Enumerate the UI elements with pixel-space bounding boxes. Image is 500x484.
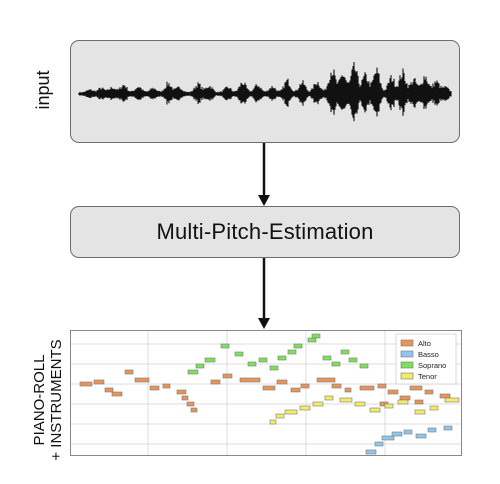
note-alto [377, 383, 387, 389]
note-basso [415, 433, 427, 439]
note-soprano [340, 349, 350, 355]
note-soprano [247, 361, 257, 367]
note-basso [443, 425, 453, 431]
arrow-down-icon [258, 258, 270, 329]
note-basso [365, 449, 377, 455]
legend-swatch-alto [400, 339, 414, 347]
note-tenor [275, 413, 285, 419]
note-soprano [204, 357, 216, 363]
piano-roll-chart: Alto Basso Soprano Tenor [70, 330, 462, 456]
note-alto [124, 369, 134, 375]
piano-roll-label-line2: + INSTRUMENTS [48, 339, 65, 461]
note-alto [344, 387, 352, 393]
note-tenor [369, 407, 381, 413]
note-alto [424, 389, 434, 395]
note-alto [387, 389, 399, 395]
note-soprano [311, 333, 321, 339]
legend-swatch-tenor [400, 372, 414, 380]
note-alto [134, 377, 150, 383]
note-alto [409, 385, 423, 391]
input-label: input [33, 70, 53, 110]
legend-label-alto: Alto [418, 339, 431, 348]
note-alto [162, 383, 171, 389]
note-soprano [258, 357, 268, 363]
note-tenor [397, 399, 409, 405]
note-alto [414, 399, 424, 405]
note-soprano [287, 349, 297, 355]
note-tenor [324, 395, 334, 401]
note-alto [210, 379, 221, 385]
note-alto [181, 395, 189, 401]
note-basso [374, 441, 384, 447]
note-alto [239, 377, 261, 383]
note-tenor [429, 405, 439, 411]
note-alto [111, 391, 123, 397]
waveform-trace [78, 62, 452, 122]
note-alto [186, 401, 195, 407]
note-soprano [269, 365, 279, 371]
note-alto [290, 387, 301, 393]
legend-label-soprano: Soprano [418, 361, 446, 370]
note-tenor [354, 401, 366, 407]
legend-label-tenor: Tenor [418, 372, 437, 381]
input-waveform-box [70, 40, 460, 143]
note-basso [403, 429, 413, 435]
note-alto [316, 377, 336, 383]
piano-roll-label: PIANO-ROLL + INSTRUMENTS [31, 325, 71, 475]
piano-roll-label-line1: PIANO-ROLL [31, 354, 48, 446]
note-tenor [269, 419, 277, 425]
note-alto [262, 385, 276, 391]
note-tenor [384, 403, 394, 409]
note-soprano [187, 369, 199, 375]
note-soprano [234, 351, 244, 357]
note-alto [149, 385, 160, 391]
note-alto [222, 373, 233, 379]
note-soprano [293, 343, 303, 349]
note-tenor [444, 397, 460, 403]
note-alto [399, 395, 411, 401]
multi-pitch-estimation-box: Multi-Pitch-Estimation [70, 206, 460, 258]
note-basso [427, 427, 437, 433]
note-alto [359, 385, 375, 391]
audio-waveform [78, 62, 452, 122]
note-tenor [339, 397, 353, 403]
note-alto [104, 387, 114, 393]
note-soprano [220, 343, 230, 349]
note-tenor [414, 409, 426, 415]
note-alto [276, 379, 288, 385]
note-basso [381, 435, 395, 441]
note-soprano [195, 363, 205, 369]
note-soprano [277, 355, 287, 361]
note-soprano [331, 361, 341, 367]
note-soprano [322, 355, 332, 361]
note-soprano [359, 363, 369, 369]
note-tenor [284, 409, 298, 415]
note-alto [79, 381, 93, 387]
note-tenor [312, 401, 324, 407]
note-soprano [307, 337, 317, 343]
note-alto [300, 383, 310, 389]
step-label: Multi-Pitch-Estimation [156, 219, 374, 244]
legend-label-basso: Basso [418, 350, 439, 359]
legend-swatch-soprano [400, 361, 414, 369]
note-tenor [299, 405, 311, 411]
note-soprano [348, 357, 358, 363]
note-alto [331, 383, 342, 389]
note-alto [176, 389, 187, 395]
arrow-down-icon [258, 143, 270, 206]
legend-swatch-basso [400, 350, 414, 358]
note-alto [190, 407, 198, 413]
note-alto [93, 379, 105, 385]
note-basso [391, 431, 403, 437]
note-alto [439, 393, 451, 399]
